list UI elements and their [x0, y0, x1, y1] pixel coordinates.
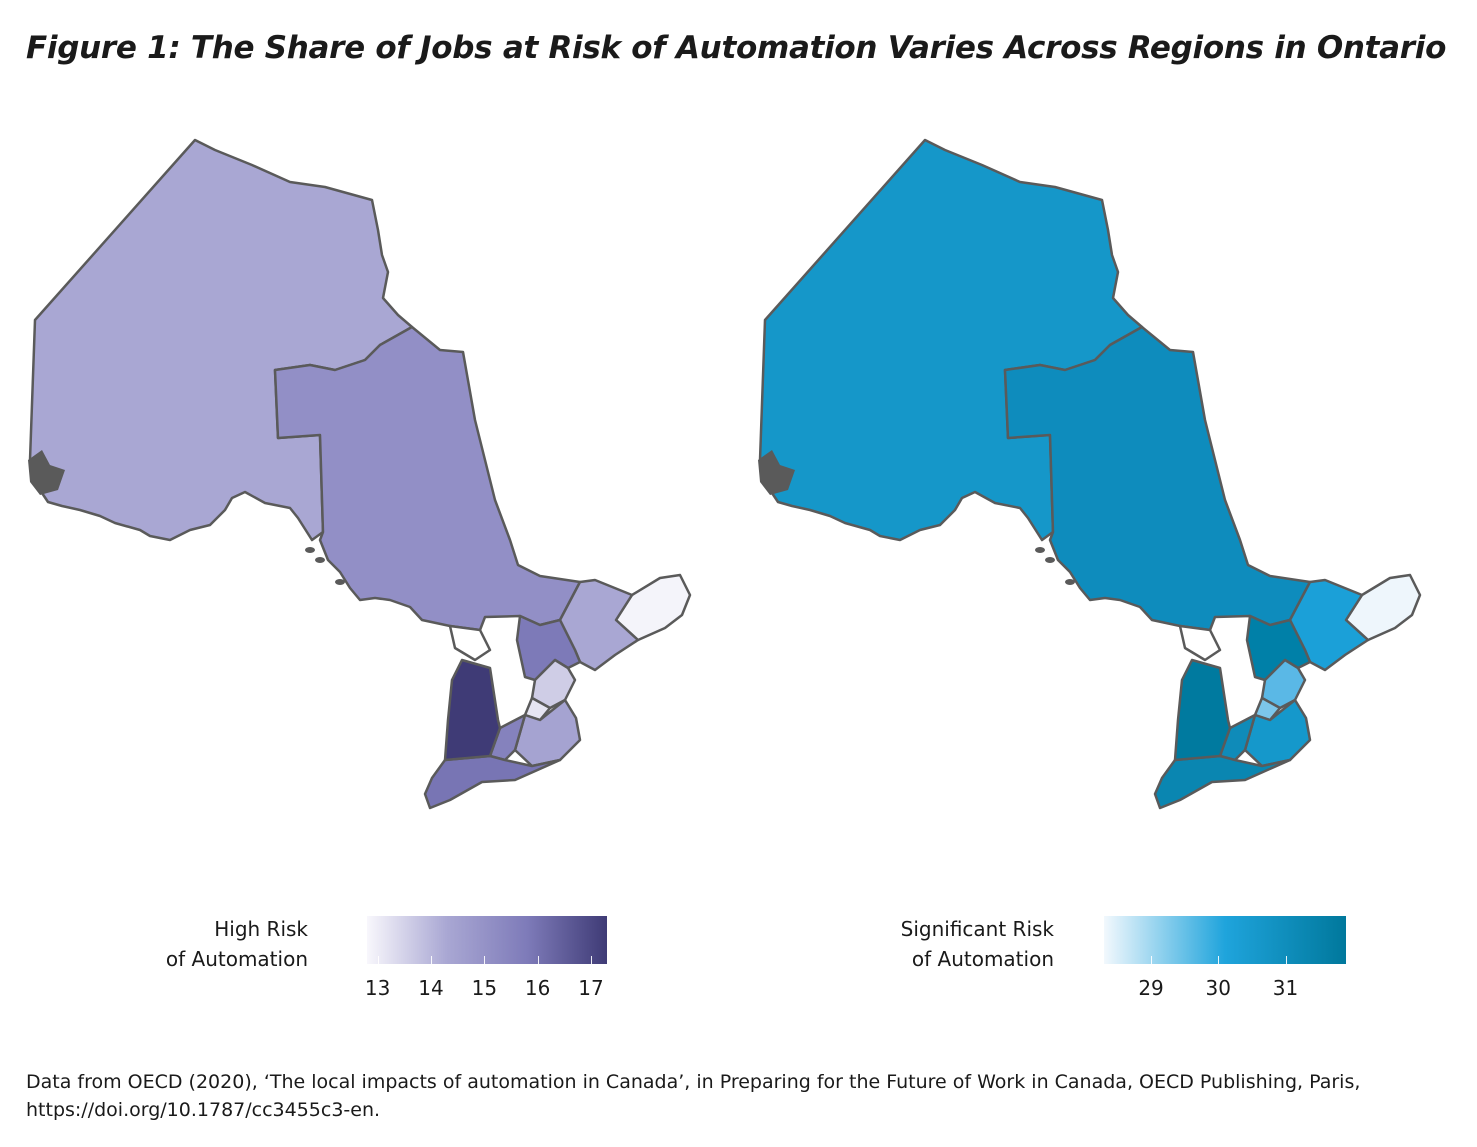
legend-tick-label: 31	[1272, 976, 1299, 1000]
legend-tick-label: 29	[1138, 976, 1164, 1000]
legend-tick-label: 15	[471, 976, 498, 1000]
region-northeast	[1003, 325, 1312, 632]
significant-risk-scale-ticks: 29 30 31	[1104, 976, 1346, 1006]
legend-tick-mark	[1151, 956, 1153, 964]
lake-of-the-woods	[758, 450, 795, 495]
region-manitoulin	[448, 624, 492, 662]
region-northwest	[758, 138, 1144, 542]
legend-tick-label: 17	[578, 976, 604, 1000]
figure-title: Figure 1: The Share of Jobs at Risk of A…	[26, 30, 1447, 66]
region-southwest	[1153, 754, 1292, 810]
island	[1045, 557, 1055, 563]
legend-tick-label: 13	[364, 976, 391, 1000]
legend-tick-mark	[431, 956, 432, 964]
high-risk-legend-title: High Risk of Automation	[165, 917, 308, 971]
island	[1035, 547, 1045, 553]
region-lake-huron-shore	[443, 658, 502, 762]
significant-risk-legend-title: Significant Risk of Automation	[900, 917, 1054, 971]
island	[1065, 579, 1075, 585]
significant-risk-color-scale	[1104, 916, 1346, 964]
legend-tick-mark	[591, 956, 592, 964]
high-risk-map	[28, 138, 692, 810]
region-northeast	[273, 325, 582, 632]
island	[335, 579, 345, 585]
lake-of-the-woods	[28, 450, 65, 495]
region-southwest	[423, 754, 562, 810]
high-risk-color-scale	[367, 916, 607, 964]
region-northwest	[28, 138, 414, 542]
legend-tick-mark	[1285, 956, 1287, 964]
region-niagara	[513, 698, 582, 768]
region-manitoulin	[1178, 624, 1222, 662]
region-lake-huron-shore	[1173, 658, 1232, 762]
island	[305, 547, 315, 553]
legend-tick-mark	[1218, 956, 1220, 964]
high-risk-scale-ticks: 13 14 15 16 17	[364, 976, 607, 1006]
region-niagara	[1243, 698, 1312, 768]
legend-tick-label: 14	[418, 976, 444, 1000]
legend-tick-label: 16	[524, 976, 551, 1000]
legend-tick-mark	[484, 956, 486, 964]
legend-tick-mark	[537, 956, 539, 964]
source-note: Data from OECD (2020), ‘The local impact…	[26, 1071, 1361, 1121]
island	[315, 557, 325, 563]
legend-tick-label: 30	[1205, 976, 1231, 1000]
legend-tick-mark	[377, 956, 379, 964]
significant-risk-map	[758, 138, 1422, 810]
